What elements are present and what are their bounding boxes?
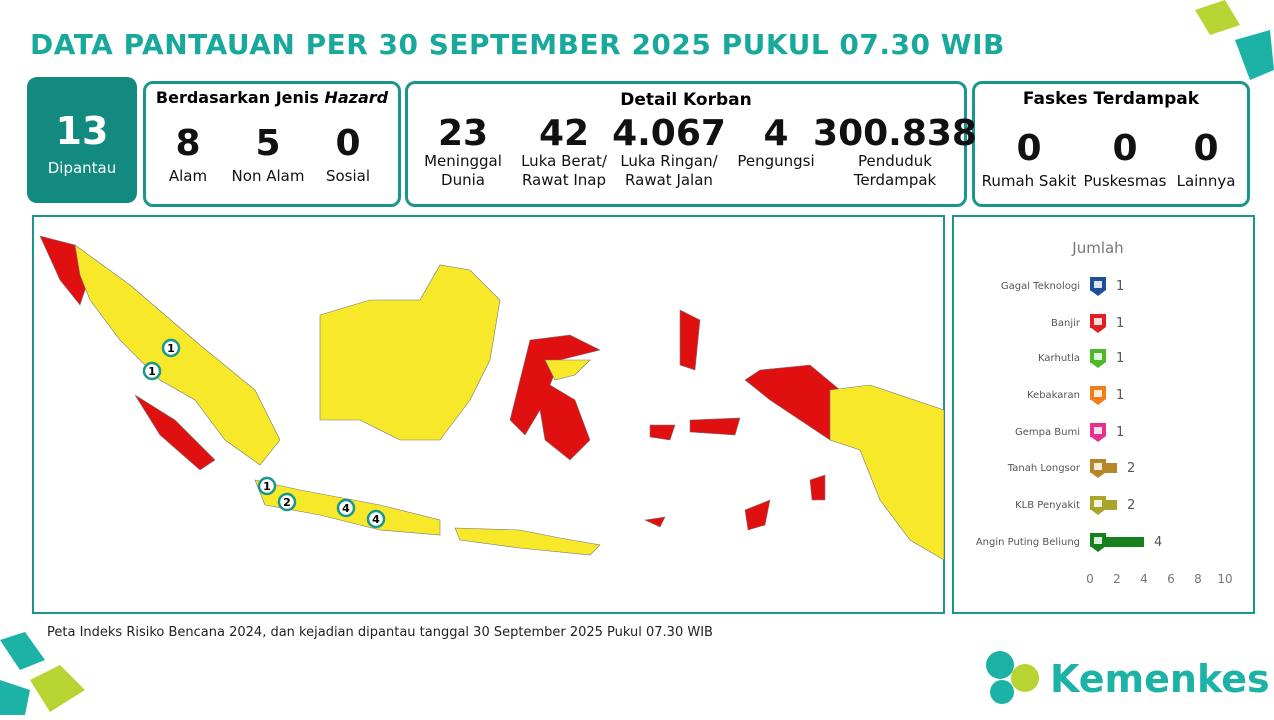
stat-value: 4.067 (612, 113, 726, 154)
y-tick-label: KLB Penyakit (1015, 500, 1080, 511)
stat-label: Rumah Sakit (981, 172, 1077, 190)
map-marker-label: 1 (263, 480, 271, 493)
stat-value: 42 (538, 113, 590, 154)
hazard-title-text: Berdasarkan Jenis (155, 88, 319, 107)
hazard-panel (143, 81, 401, 207)
region (829, 384, 945, 561)
y-tick-label: Gempa Bumi (1015, 427, 1080, 438)
category-icon-glyph (1094, 427, 1102, 434)
map-marker-label: 1 (167, 342, 175, 355)
value-label: 1 (1116, 316, 1124, 331)
category-icon-glyph (1094, 500, 1102, 507)
stat-label: Non Alam (231, 167, 305, 185)
map-marker-label: 4 (372, 513, 380, 526)
logo-text: Kemenkes (1050, 657, 1270, 701)
region (74, 244, 281, 466)
casualties-panel (405, 81, 967, 207)
stat-label: Luka Ringan/ Rawat Jalan (620, 152, 718, 189)
hazard-title-emphasis: Hazard (324, 88, 389, 107)
hazard-title: Berdasarkan Jenis Hazard (143, 88, 401, 107)
y-tick-label: Kebakaran (1027, 390, 1080, 401)
y-tick-label: Angin Puting Beliung (976, 537, 1080, 548)
summary-value: 13 (55, 109, 109, 153)
category-icon-glyph (1094, 281, 1102, 288)
stat-label: Meninggal Dunia (424, 152, 502, 189)
category-icon-glyph (1094, 463, 1102, 470)
stat-value: 300.838 (813, 113, 977, 154)
stat-label: Lainnya (1176, 172, 1236, 190)
category-icon-glyph (1094, 353, 1102, 360)
category-icon-glyph (1094, 318, 1102, 325)
value-label: 2 (1127, 498, 1135, 513)
x-tick-label: 8 (1194, 572, 1202, 586)
x-tick-label: 0 (1086, 572, 1094, 586)
map-marker (142, 361, 162, 381)
y-tick-label: Karhutla (1038, 353, 1080, 364)
map-marker (257, 476, 277, 496)
stat-label: Luka Berat/ Rawat Inap (521, 152, 607, 189)
stat-value: 4 (763, 113, 789, 154)
x-tick-label: 6 (1167, 572, 1175, 586)
value-label: 1 (1116, 388, 1124, 403)
x-tick-label: 2 (1113, 572, 1121, 586)
region (509, 334, 601, 461)
stat-label: Alam (168, 167, 208, 185)
y-tick-label: Banjir (1051, 318, 1081, 329)
y-tick-label: Gagal Teknologi (1001, 281, 1080, 292)
category-icon-glyph (1094, 537, 1102, 544)
facilities-panel (972, 81, 1250, 207)
stat-value: 0 (335, 123, 361, 164)
stat-value: 0 (1016, 128, 1042, 169)
logo-top-right (1195, 0, 1274, 80)
region (134, 394, 216, 471)
y-tick-label: Tanah Longsor (1007, 463, 1081, 474)
map-marker (336, 498, 356, 518)
logo-bottom-left (0, 632, 85, 715)
map-marker (277, 492, 297, 512)
value-label: 2 (1127, 461, 1135, 476)
map-marker-label: 4 (342, 502, 350, 515)
x-tick-label: 4 (1140, 572, 1148, 586)
chart-frame (952, 215, 1255, 614)
facilities-title: Faskes Terdampak (1022, 89, 1200, 109)
summary-label: Dipantau (47, 159, 117, 177)
summary-box: 13 Dipantau (27, 77, 137, 203)
map-caption: Peta Indeks Risiko Bencana 2024, dan kej… (47, 625, 713, 640)
map-marker-label: 2 (283, 496, 291, 509)
value-label: 1 (1116, 279, 1124, 294)
region (319, 264, 501, 441)
logo-mark (986, 651, 1039, 704)
stat-value: 5 (255, 123, 281, 164)
stat-value: 0 (1193, 128, 1219, 169)
casualties-title: Detail Korban (620, 90, 752, 110)
stat-label: Penduduk Terdampak (853, 152, 937, 189)
region (649, 309, 841, 441)
region (544, 359, 591, 381)
stat-value: 23 (437, 113, 489, 154)
map (39, 235, 945, 561)
stat-label: Pengungsi (737, 152, 815, 170)
stat-label: Puskesmas (1083, 172, 1167, 190)
stat-value: 8 (175, 123, 201, 164)
stat-label: Sosial (325, 167, 371, 185)
map-marker (161, 338, 181, 358)
value-label: 4 (1154, 535, 1162, 550)
region (454, 527, 601, 556)
stat-value: 0 (1112, 128, 1138, 169)
value-label: 1 (1116, 351, 1124, 366)
map-marker-label: 1 (148, 365, 156, 378)
category-icon-glyph (1094, 390, 1102, 397)
region (643, 474, 826, 531)
bar (1090, 537, 1144, 547)
x-tick-label: 10 (1217, 572, 1232, 586)
map-marker (366, 509, 386, 529)
page-title: DATA PANTAUAN PER 30 SEPTEMBER 2025 PUKU… (30, 28, 1005, 61)
value-label: 1 (1116, 425, 1124, 440)
chart-title: Jumlah (1071, 239, 1123, 257)
